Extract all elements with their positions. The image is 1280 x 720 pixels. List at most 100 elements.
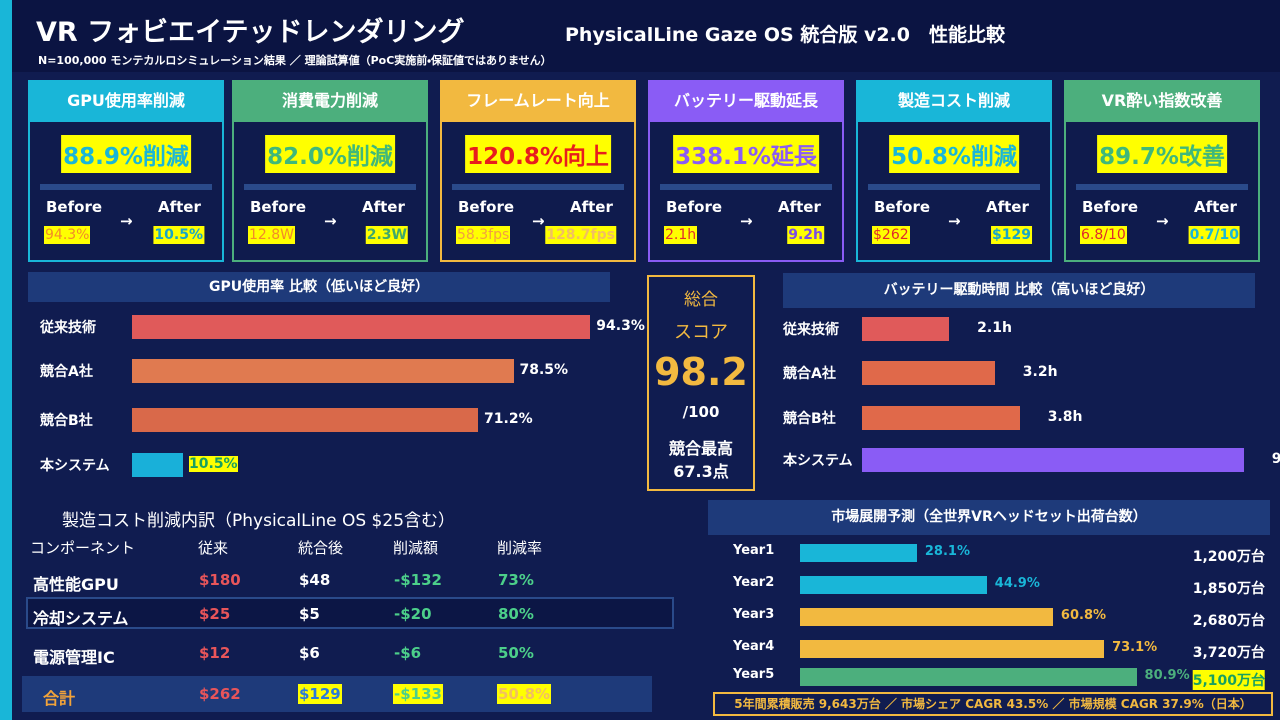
category-label: 従来技術 [783,322,839,338]
card-headline: 82.0%削減 [265,135,395,173]
bar [862,361,995,385]
after-label: After [362,198,405,216]
chart-title: バッテリー駆動時間 比較（高いほど良好） [783,273,1255,308]
after-label: After [1194,198,1237,216]
table-cell: $262 [199,685,241,703]
score-text: /100 [682,403,720,421]
after-value: 9.2h [787,226,824,244]
value-label: 71.2% [484,411,533,427]
before-value: 12.8W [248,226,296,244]
after-label: After [986,198,1029,216]
bar [800,544,917,562]
card-headline: 338.1%延長 [673,135,819,173]
before-label: Before [46,198,103,216]
divider [244,184,416,190]
note: N=100,000 モンテカルロシミュレーション結果 ／ 理論試算値（PoC実施… [38,54,552,67]
value-label: 10.5% [189,456,238,472]
arrow: → [324,212,337,230]
table-header: 統合後 [298,539,344,557]
table-cell: $129 [298,684,342,704]
before-label: Before [1082,198,1139,216]
category-label: 競合A社 [40,364,93,380]
table-cell: 50% [498,644,534,662]
value-label: 28.1% [924,544,970,559]
arrow: → [1156,212,1169,230]
divider [660,184,832,190]
table-cell: -$20 [394,605,432,623]
before-label: Before [458,198,515,216]
after-label: After [570,198,613,216]
value-label: 94.3% [596,318,645,334]
table-cell: 電源管理IC [33,648,115,667]
table-cell: 合計 [43,689,76,708]
table-cell: -$6 [394,644,422,662]
value-label: 73.1% [1112,640,1158,655]
annotation: 3,720万台 [1192,645,1265,661]
arrow: → [740,212,753,230]
table-title: 製造コスト削減内訳（PhysicalLine OS $25含む） [62,511,456,531]
score-text: 67.3点 [673,462,729,481]
bar [132,453,184,477]
category-label: 本システム [40,458,110,474]
divider [868,184,1040,190]
card-header: 製造コスト削減 [856,80,1052,122]
bar [132,359,514,383]
card-headline: 50.8%削減 [889,135,1019,173]
bar [862,448,1244,472]
divider [40,184,212,190]
after-label: After [778,198,821,216]
score-text: 総合 [684,290,718,310]
chart-title: GPU使用率 比較（低いほど良好） [28,272,610,302]
table-cell: 50.8% [497,684,552,704]
annotation: 5,100万台 [1192,670,1265,690]
annotation: 2,680万台 [1192,613,1265,629]
category-label: Year1 [733,543,775,558]
subtitle: PhysicalLine Gaze OS 統合版 v2.0 性能比較 [565,24,1005,46]
card-header: 消費電力削減 [232,80,428,122]
annotation: 1,200万台 [1192,549,1265,565]
after-value: $129 [991,226,1032,244]
bar [800,576,987,594]
card-headline: 89.7%改善 [1097,135,1227,173]
category-label: 競合B社 [783,411,836,427]
table-cell: $25 [199,605,231,623]
bar [800,640,1105,658]
bar [862,317,950,341]
after-value: 128.7fps [545,226,616,244]
bar [132,408,479,432]
chart-title: 市場展開予測（全世界VRヘッドセット出荷台数） [708,500,1270,535]
table-cell: -$132 [394,571,442,589]
card-headline: 120.8%向上 [465,135,611,173]
before-value: $262 [872,226,910,244]
after-value: 0.7/10 [1188,226,1240,244]
arrow: → [120,212,133,230]
value-label: 44.9% [994,576,1040,591]
bar [800,668,1137,686]
table-header: 削減率 [497,539,543,557]
arrow: → [948,212,961,230]
accent-stripe [0,0,12,720]
table-header: 削減額 [393,539,439,557]
table-header: 従来 [198,539,229,557]
category-label: 本システム [783,453,853,469]
value-label: 2.1h [977,320,1012,336]
table-cell: $12 [199,644,231,662]
card-header: GPU使用率削減 [28,80,224,122]
table-cell: -$133 [393,684,443,704]
arrow: → [532,212,545,230]
annotation: 1,850万台 [1192,581,1265,597]
bar [132,315,591,339]
before-value: 58.3fps [456,226,511,244]
table-cell: 高性能GPU [33,575,119,594]
before-value: 94.3% [44,226,91,244]
category-label: 競合B社 [40,413,93,429]
table-cell: 80% [498,605,534,623]
header-band [12,0,1280,72]
value-label: 80.9% [1144,668,1190,683]
category-label: 従来技術 [40,320,96,336]
footer: 5年間累積販売 9,643万台 ／ 市場シェア CAGR 43.5% ／ 市場規… [713,692,1273,716]
before-value: 6.8/10 [1080,226,1127,244]
before-value: 2.1h [664,226,698,244]
value-label: 78.5% [519,362,569,378]
